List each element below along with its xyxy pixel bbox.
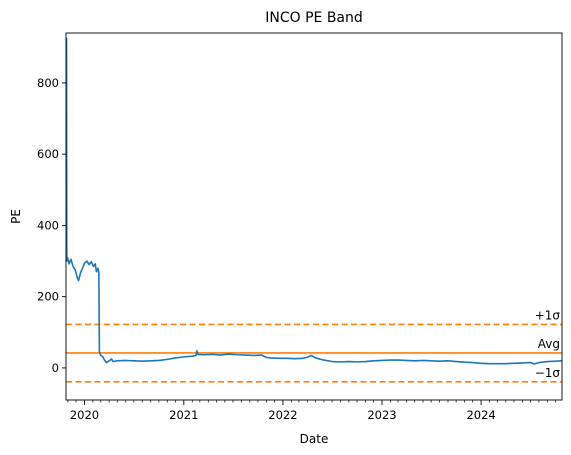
x-tick-label-2: 2022 <box>268 408 297 422</box>
x-tick-label-3: 2023 <box>367 408 396 422</box>
y-tick-label-2: 400 <box>37 218 59 232</box>
y-tick-label-3: 600 <box>37 147 59 161</box>
plot-frame <box>65 32 563 401</box>
x-tick-label-0: 2020 <box>70 408 99 422</box>
y-tick-label-4: 800 <box>37 76 59 90</box>
band-label-0: +1σ <box>535 308 561 322</box>
band-label-2: −1σ <box>535 366 561 380</box>
y-axis-title: PE <box>9 209 23 224</box>
x-axis-title: Date <box>300 432 329 446</box>
series-line-0 <box>66 37 562 365</box>
plot-area: +1σ Avg −1σ <box>66 37 562 383</box>
y-tick-label-1: 200 <box>37 290 59 304</box>
x-axis: 2020 2021 2022 2023 2024 <box>67 400 556 422</box>
band-label-1: Avg <box>538 337 560 351</box>
y-axis: 0 200 400 600 800 <box>37 76 66 375</box>
x-tick-label-4: 2024 <box>466 408 495 422</box>
y-tick-label-0: 0 <box>52 361 59 375</box>
chart-title: INCO PE Band <box>265 10 363 26</box>
x-tick-label-1: 2021 <box>169 408 198 422</box>
